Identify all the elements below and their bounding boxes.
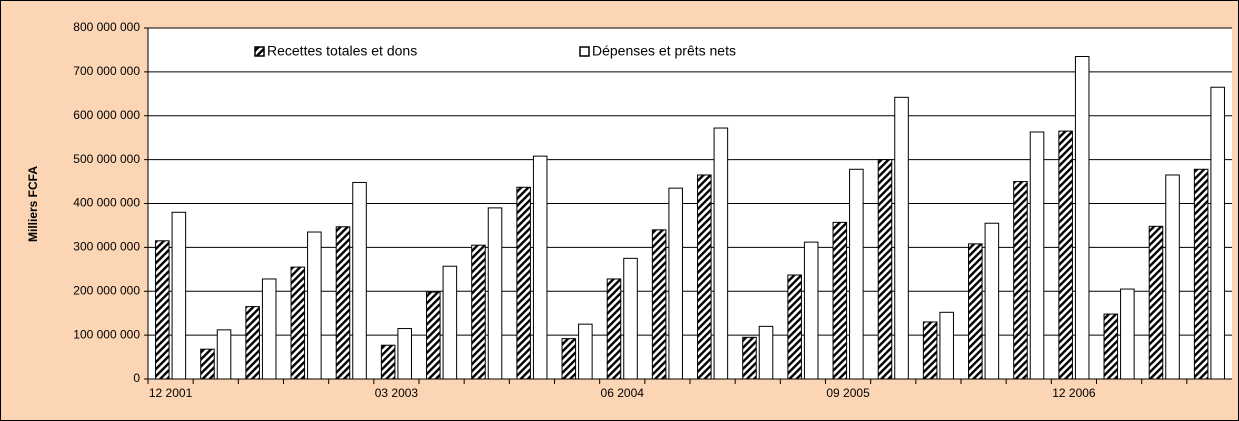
bar [1120,288,1135,380]
legend-swatch [254,46,265,57]
bar [200,348,215,380]
legend-label: Dépenses et prêts nets [592,43,736,59]
bar [1210,86,1225,380]
bar [697,174,712,380]
bar [578,323,593,380]
x-tick-label: 12 2006 [1052,386,1096,400]
bar [532,155,548,380]
bar [1013,181,1028,380]
bar [803,241,819,380]
y-tick-label: 200 000 000 [73,283,140,297]
bar [335,226,351,380]
bar [442,265,458,380]
y-tick-label: 700 000 000 [73,64,140,78]
bar [155,240,170,380]
bar [968,243,983,380]
bar [245,306,260,380]
x-tick-label: 12 2001 [149,386,193,400]
bar [623,257,638,380]
bar [1148,225,1164,380]
bar [758,325,774,380]
x-tick-label: 03 2003 [375,386,419,400]
bar [487,207,503,380]
bar [1058,130,1073,380]
bar [216,329,232,380]
bar [787,274,802,380]
y-tick-label: 500 000 000 [73,152,140,166]
bar [397,328,412,380]
bar [713,127,729,380]
bar [426,291,441,380]
bar [561,338,577,380]
bar [877,159,893,380]
y-tick-label: 400 000 000 [73,196,140,210]
bar [894,96,909,380]
x-tick-label: 06 2004 [601,386,645,400]
y-tick-label: 300 000 000 [73,240,140,254]
bar [606,278,622,380]
bar [832,221,848,380]
y-tick-label: 0 [133,371,140,385]
y-tick-label: 100 000 000 [73,327,140,341]
bar [261,278,277,380]
y-tick-label: 600 000 000 [73,108,140,122]
bar [1074,56,1090,380]
legend-swatch [579,46,590,57]
bar [1103,313,1119,380]
bar [471,244,486,380]
bar [171,211,187,380]
bar [939,311,954,380]
bar [651,229,667,380]
y-tick-label: 800 000 000 [73,20,140,34]
bar [307,231,322,380]
bar [1193,168,1209,380]
x-tick-label: 09 2005 [826,386,870,400]
bar [380,344,396,380]
legend-label: Recettes totales et dons [267,43,417,59]
bar [1165,174,1180,380]
bar [984,222,1000,380]
bar [290,266,306,380]
bar [668,187,683,380]
bar [352,181,367,380]
bar [849,168,864,380]
bar [742,336,757,380]
bar [1029,131,1045,380]
bar [922,321,938,380]
bar [516,186,531,380]
y-axis-label: Milliers FCFA [26,166,40,242]
